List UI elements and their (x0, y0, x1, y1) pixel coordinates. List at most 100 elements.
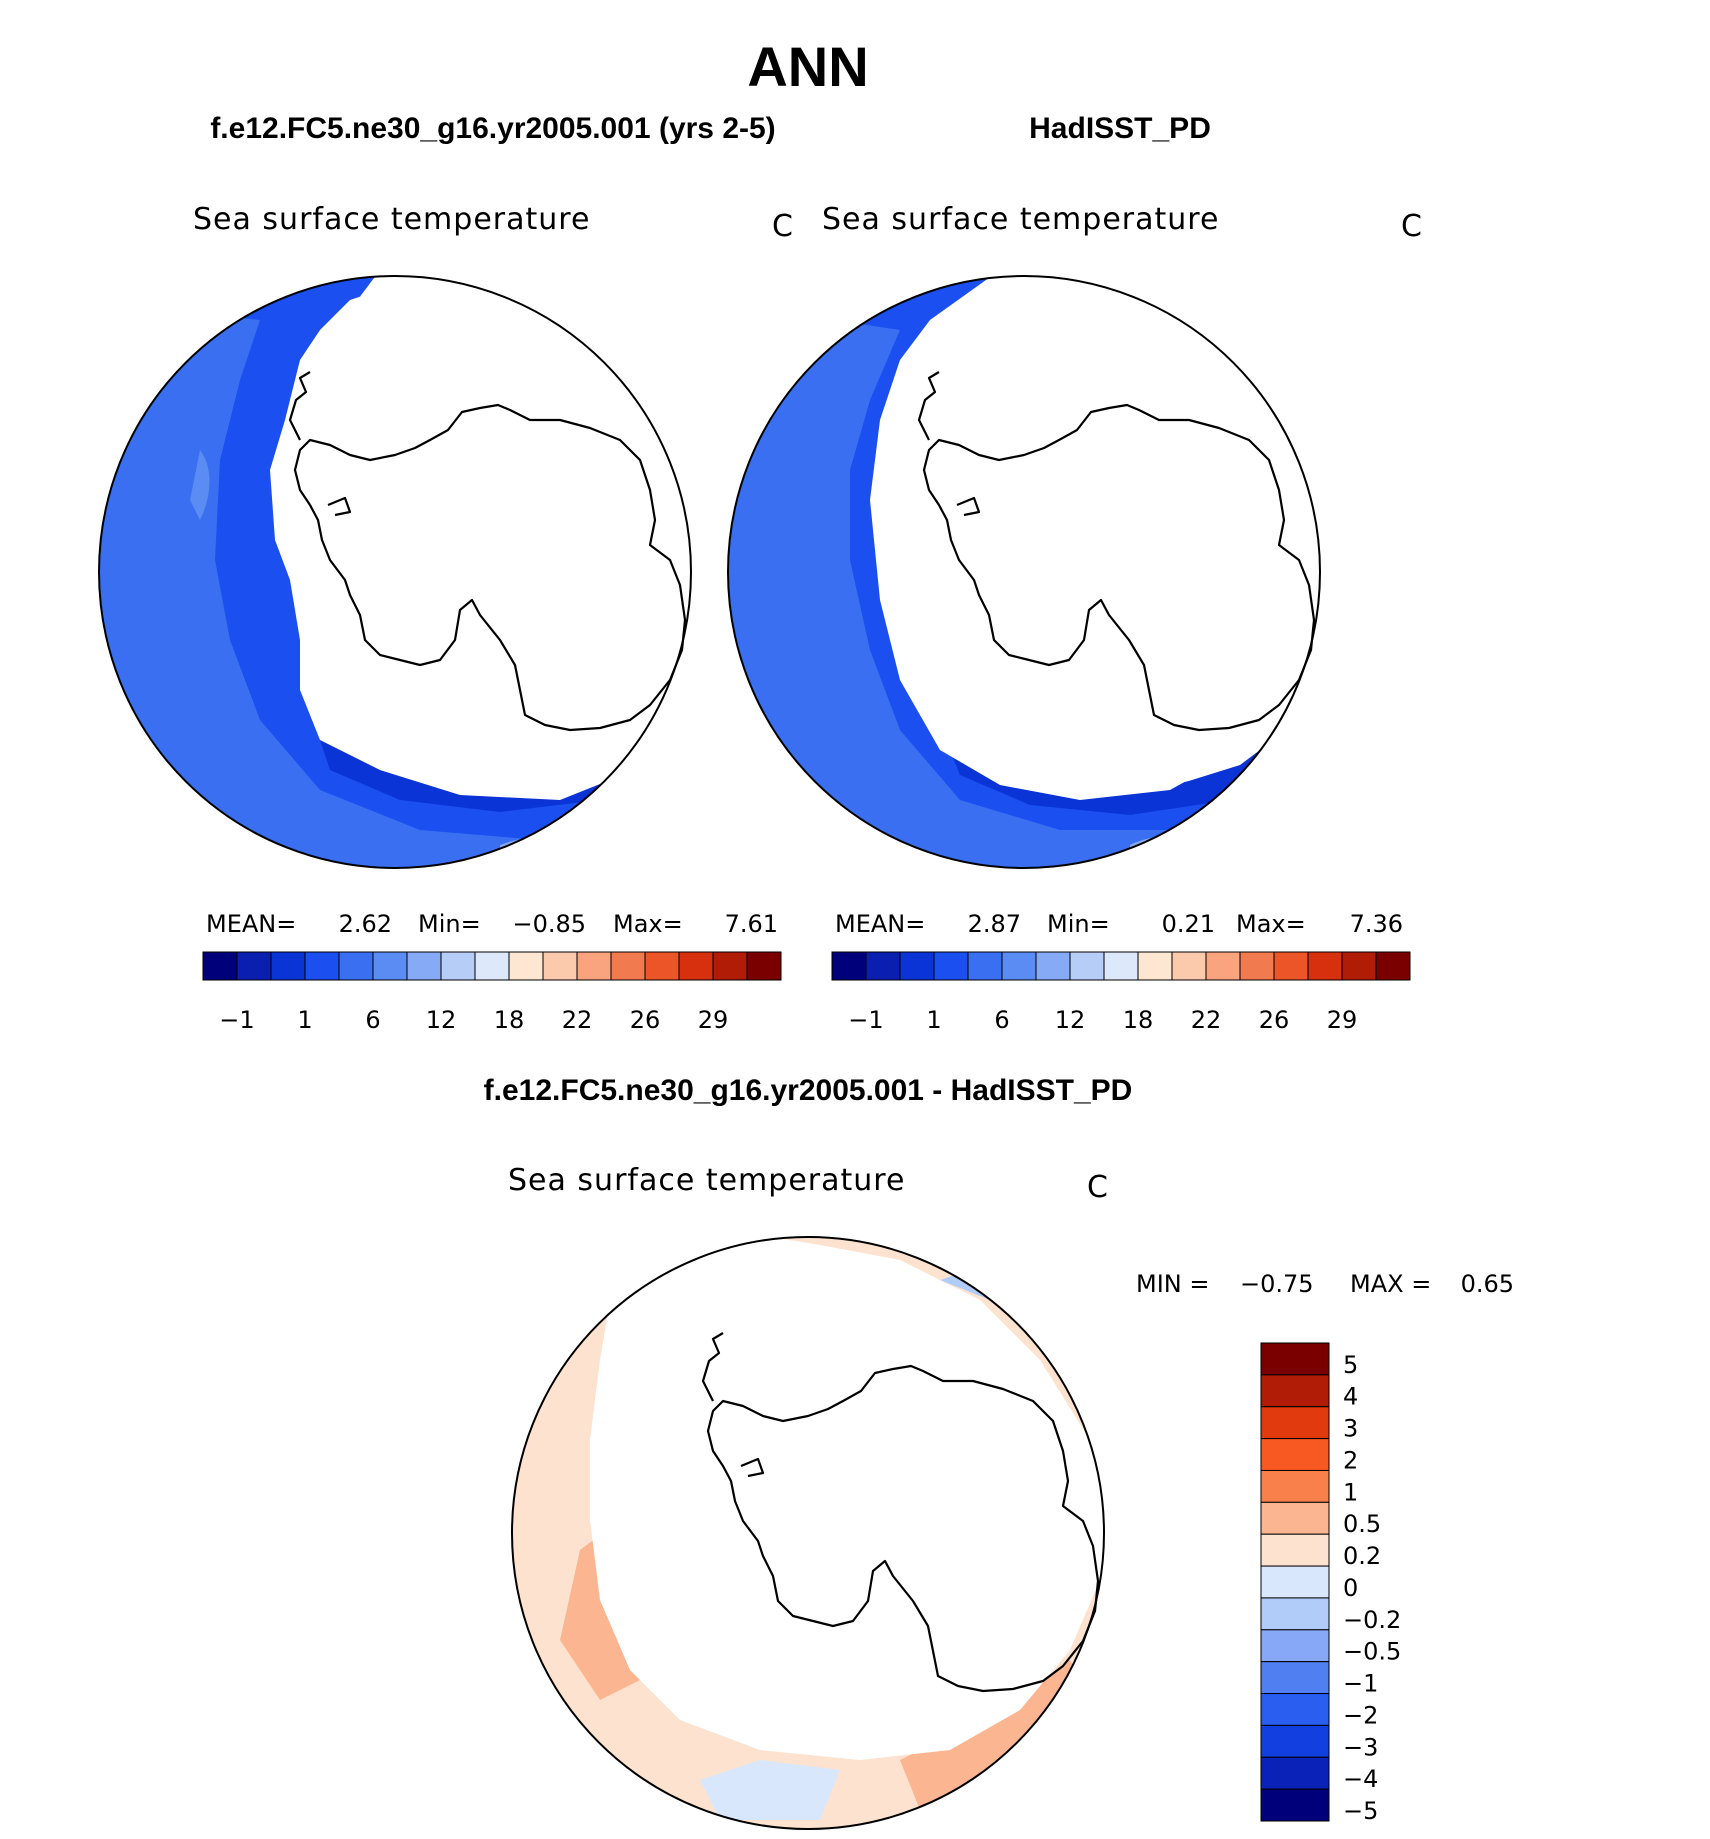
colorbar-tick-label: 26 (630, 1006, 661, 1034)
colorbar-tick-label: 26 (1259, 1006, 1290, 1034)
colorbar-tick-label: 12 (426, 1006, 457, 1034)
units-label-obs: C (1401, 209, 1422, 244)
stat-min-label-obs: Min= (1047, 910, 1110, 938)
colorbar-swatch (1260, 1533, 1330, 1567)
map-panel-model: Sea surface temperature C MEAN= 2.62 Min… (98, 202, 793, 1034)
colorbar-swatch (1035, 951, 1071, 981)
colorbar-tick-label: 4 (1343, 1383, 1358, 1411)
stat-max-value-obs: 7.36 (1350, 910, 1403, 938)
colorbar-swatch (1260, 1661, 1330, 1695)
stat-mean-label-model: MEAN= (206, 910, 296, 938)
colorbar-tick-label: 29 (698, 1006, 729, 1034)
colorbar-tick-label: 3 (1343, 1415, 1358, 1443)
antarctica-coastline-model (288, 371, 687, 732)
stat-mean-value-model: 2.62 (339, 910, 392, 938)
colorbar-tick-label: −1 (219, 1006, 254, 1034)
colorbar-tick-label: 0.2 (1343, 1542, 1381, 1570)
stat-max-label-model: Max= (613, 910, 683, 938)
colorbar-swatch (1260, 1406, 1330, 1440)
colorbar-swatch (1260, 1501, 1330, 1535)
field-label-obs: Sea surface temperature (822, 202, 1219, 237)
colorbar-obs: −1 1 6 12 18 22 26 29 (831, 951, 1411, 1034)
case-title-diff: f.e12.FC5.ne30_g16.yr2005.001 - HadISST_… (484, 1074, 1133, 1107)
colorbar-swatch (576, 951, 612, 981)
colorbar-swatch (1260, 1724, 1330, 1758)
map-panel-obs: Sea surface temperature C MEAN= 2.87 Min… (727, 202, 1422, 1034)
colorbar-swatch (1171, 951, 1207, 981)
stat-min-label-model: Min= (418, 910, 481, 938)
colorbar-swatch (1239, 951, 1275, 981)
colorbar-swatch (1341, 951, 1377, 981)
colorbar-swatch (1137, 951, 1173, 981)
case-title-model: f.e12.FC5.ne30_g16.yr2005.001 (yrs 2-5) (210, 112, 775, 145)
colorbar-tick-label: −0.2 (1343, 1606, 1401, 1634)
colorbar-swatch (236, 951, 272, 981)
sst-field-obs (728, 276, 1320, 868)
colorbar-swatch (1260, 1693, 1330, 1726)
stat-max-value-model: 7.61 (725, 910, 778, 938)
colorbar-swatch (372, 951, 408, 981)
colorbar-swatch (933, 951, 969, 981)
diff-max-value: 0.65 (1461, 1270, 1514, 1298)
colorbar-swatch (474, 951, 510, 981)
sst-diff-field (512, 1237, 1104, 1829)
colorbar-swatch (678, 951, 714, 981)
colorbar-swatch (1103, 951, 1139, 981)
colorbar-swatch (1260, 1469, 1330, 1503)
colorbar-swatch (1260, 1565, 1330, 1599)
colorbar-swatch (1260, 1756, 1330, 1790)
colorbar-swatch (1307, 951, 1343, 981)
colorbar-swatch (1069, 951, 1105, 981)
colorbar-tick-label: 18 (494, 1006, 525, 1034)
field-label-model: Sea surface temperature (193, 202, 590, 237)
colorbar-tick-label: 2 (1343, 1446, 1358, 1474)
colorbar-swatch (610, 951, 646, 981)
colorbar-swatch (1273, 951, 1309, 981)
colorbar-tick-label: −5 (1343, 1797, 1378, 1825)
colorbar-tick-label: 29 (1327, 1006, 1358, 1034)
colorbar-swatch (1001, 951, 1037, 981)
colorbar-swatch (338, 951, 374, 981)
colorbar-swatch (542, 951, 578, 981)
colorbar-swatch (1260, 1438, 1330, 1471)
colorbar-tick-label: 5 (1343, 1351, 1358, 1379)
colorbar-tick-label: −1 (1343, 1670, 1378, 1698)
colorbar-tick-label: 12 (1055, 1006, 1086, 1034)
colorbar-swatch (1375, 951, 1411, 981)
colorbar-tick-label: 0.5 (1343, 1510, 1381, 1538)
colorbar-swatch (406, 951, 442, 981)
colorbar-swatch (1260, 1374, 1330, 1408)
colorbar-swatch (1205, 951, 1241, 981)
units-label-diff: C (1087, 1170, 1108, 1205)
colorbar-tick-label: −1 (848, 1006, 883, 1034)
diff-max-label: MAX = (1350, 1270, 1431, 1298)
colorbar-tick-label: 18 (1123, 1006, 1154, 1034)
colorbar-tick-label: 0 (1343, 1574, 1358, 1602)
colorbar-swatch (202, 951, 238, 981)
colorbar-tick-label: 6 (365, 1006, 380, 1034)
colorbar-tick-label: 22 (1191, 1006, 1222, 1034)
colorbar-tick-label: −4 (1343, 1765, 1378, 1793)
stat-min-value-obs: 0.21 (1162, 910, 1215, 938)
colorbar-tick-label: 22 (562, 1006, 593, 1034)
colorbar-model: −1 1 6 12 18 22 26 29 (202, 951, 782, 1034)
colorbar-swatch (304, 951, 340, 981)
colorbar-diff: 5 4 3 2 1 0.5 0.2 0 −0.2 −0.5 −1 −2 −3 −4 −5 (1260, 1342, 1401, 1825)
colorbar-swatch (1260, 1597, 1330, 1631)
colorbar-swatch (746, 951, 782, 981)
figure-title: ANN (747, 35, 868, 98)
stat-max-label-obs: Max= (1236, 910, 1306, 938)
colorbar-swatch (1260, 1788, 1330, 1822)
colorbar-tick-label: −2 (1343, 1701, 1378, 1729)
colorbar-swatch (831, 951, 867, 981)
colorbar-tick-label: 6 (994, 1006, 1009, 1034)
colorbar-tick-label: 1 (297, 1006, 312, 1034)
colorbar-swatch (508, 951, 544, 981)
sst-field-model (99, 276, 691, 868)
stat-mean-label-obs: MEAN= (835, 910, 925, 938)
field-label-diff: Sea surface temperature (508, 1163, 905, 1198)
colorbar-tick-label: −3 (1343, 1733, 1378, 1761)
stat-mean-value-obs: 2.87 (968, 910, 1021, 938)
colorbar-swatch (1260, 1342, 1330, 1376)
colorbar-swatch (865, 951, 901, 981)
